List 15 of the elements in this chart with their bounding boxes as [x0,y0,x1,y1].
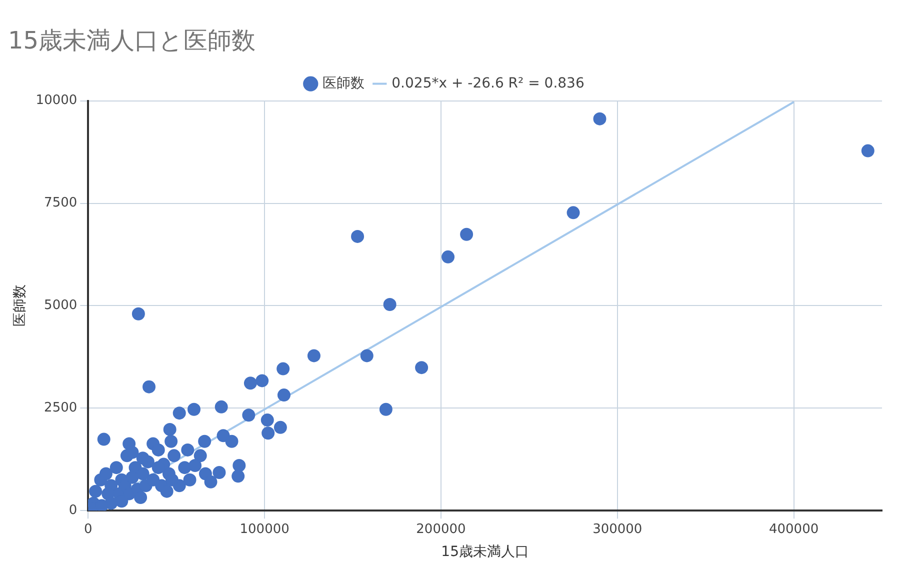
y-tick-label: 10000 [36,93,78,108]
legend-label: 0.025*x + -26.6 R² = 0.836 [392,75,584,92]
x-tick-label: 100000 [240,522,290,537]
x-axis-title: 15歳未満人口 [441,544,529,560]
x-tick-label: 0 [84,522,92,537]
x-tick-label: 300000 [592,522,642,537]
x-tick-label: 200000 [416,522,466,537]
y-tick-label: 5000 [44,298,78,314]
y-axis-title: 医師数 [12,284,28,327]
x-tick-label: 400000 [768,522,819,537]
y-tick-label: 0 [68,502,78,518]
y-tick-label: 2500 [44,400,78,416]
y-tick-label: 7500 [44,196,78,211]
legend-label: 医師数 [322,75,365,92]
chart-title: 15歳未満人口と医師数 [8,26,256,55]
